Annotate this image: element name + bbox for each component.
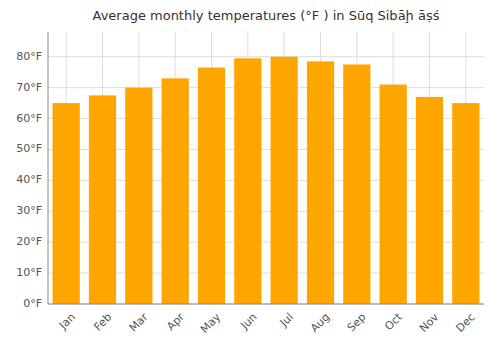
- y-tick-label: 40°F: [16, 173, 42, 186]
- bar: [53, 103, 80, 304]
- y-axis-line: [48, 32, 49, 304]
- bar: [416, 97, 443, 304]
- bar: [198, 68, 225, 304]
- y-tick-label: 0°F: [23, 297, 42, 310]
- bar: [125, 88, 152, 304]
- y-grid-line: [48, 87, 484, 88]
- y-tick-label: 80°F: [16, 50, 42, 63]
- y-tick-label: 60°F: [16, 112, 42, 125]
- x-tick-label: Apr: [164, 310, 187, 333]
- x-tick-label: May: [198, 310, 224, 336]
- x-tick-label: Jan: [56, 311, 78, 333]
- bar: [271, 57, 298, 304]
- y-tick-label: 70°F: [16, 81, 42, 94]
- y-grid-line: [48, 304, 484, 305]
- x-tick-label: Jul: [277, 311, 296, 330]
- x-tick-label: Sep: [345, 311, 369, 335]
- y-tick-label: 20°F: [16, 235, 42, 248]
- grid: [48, 32, 484, 304]
- bar: [234, 58, 261, 304]
- x-tick-label: Mar: [127, 310, 151, 334]
- y-tick-label: 50°F: [16, 142, 42, 155]
- bar: [307, 61, 334, 304]
- x-tick-label: Feb: [91, 311, 114, 334]
- chart-container: 0°F 10°F 20°F 30°F 40°F 50°F 60°F 70°F 80°F Jan Fe…: [0, 0, 500, 350]
- y-tick-label: 30°F: [16, 204, 42, 217]
- bar: [452, 103, 479, 304]
- chart: 0°F 10°F 20°F 30°F 40°F 50°F 60°F 70°F 80°F Jan Fe…: [0, 0, 500, 350]
- title: Average monthly temperatures (°F ) in Sū…: [93, 8, 440, 23]
- x-tick-label: Jun: [238, 311, 260, 333]
- x-axis-line: [48, 304, 484, 305]
- bars: [53, 57, 480, 304]
- bar: [89, 95, 116, 304]
- x-tick-label: Aug: [308, 311, 332, 335]
- x-tick-label: Nov: [417, 310, 442, 335]
- bar: [162, 78, 189, 304]
- x-tick-label: Dec: [453, 311, 477, 335]
- y-grid-line: [48, 56, 484, 57]
- bar: [343, 64, 370, 304]
- bar: [380, 85, 407, 304]
- x-tick-label: Oct: [382, 310, 405, 333]
- y-tick-label: 10°F: [16, 266, 42, 279]
